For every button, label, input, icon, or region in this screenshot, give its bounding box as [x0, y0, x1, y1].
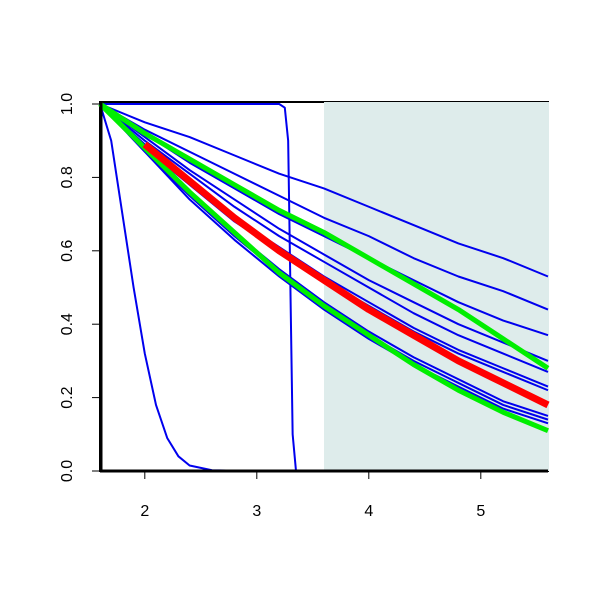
series-line [99, 103, 549, 362]
x-tick-label: 3 [252, 503, 261, 520]
y-tick-label: 0.4 [59, 313, 76, 335]
lines-layer [98, 101, 550, 472]
series-line [142, 141, 550, 409]
x-tick-label: 5 [476, 503, 485, 520]
y-tick-label: 0.2 [59, 386, 76, 408]
y-tick-label: 0.0 [59, 460, 76, 482]
shade-layer [324, 102, 549, 471]
axes-layer: 2 3 4 5 0.0 0.2 0.4 0.6 0.8 1.0 [59, 93, 485, 520]
series-line [99, 103, 549, 311]
x-tick-label: 4 [364, 503, 373, 520]
series-line [98, 102, 549, 433]
x-tick-label: 2 [140, 503, 149, 520]
series-line [99, 103, 549, 373]
series-line [98, 101, 550, 371]
series-line [99, 103, 549, 278]
y-tick-label: 1.0 [59, 93, 76, 115]
shaded-region [324, 102, 549, 471]
y-tick-label: 0.6 [59, 240, 76, 262]
y-tick-label: 0.8 [59, 166, 76, 188]
series-line [99, 103, 549, 425]
